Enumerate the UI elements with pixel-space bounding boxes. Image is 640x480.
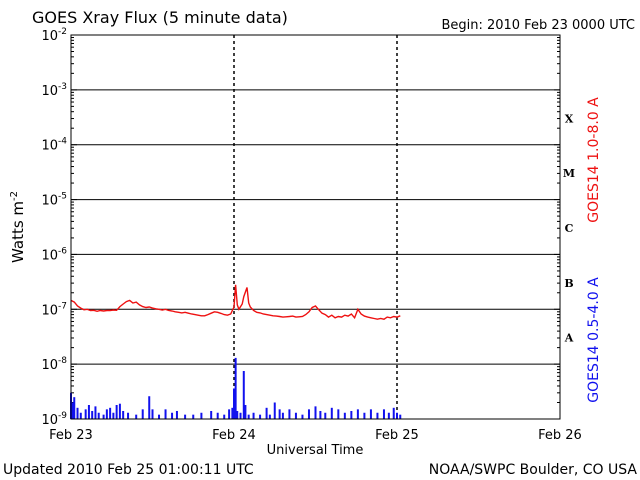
flare-class-label: B — [564, 277, 573, 290]
x-axis-ticks: Feb 23 Feb 24 Feb 25 Feb 26 — [49, 428, 582, 443]
flare-class-label: M — [563, 167, 575, 180]
y-tick-label: 10-5 — [41, 192, 67, 209]
flare-class-label: X — [565, 112, 574, 125]
plot-frame — [70, 34, 561, 420]
footer-updated: Updated 2010 Feb 25 01:00:11 UTC — [3, 462, 254, 478]
footer-credit: NOAA/SWPC Boulder, CO USA — [429, 462, 638, 478]
x-tick-label: Feb 25 — [375, 428, 419, 443]
x-tick-label: Feb 23 — [49, 428, 93, 443]
y-tick-label: 10-9 — [41, 411, 67, 428]
y-axis-label-exp: -2 — [9, 191, 20, 201]
legend-series-1: GOES14 1.0-8.0 A — [586, 97, 602, 223]
y-tick-label: 10-2 — [41, 27, 67, 44]
x-tick-label: Feb 26 — [538, 428, 582, 443]
begin-label: Begin: 2010 Feb 23 0000 UTC — [441, 18, 635, 33]
flare-class-label: C — [565, 222, 574, 235]
legend-series-2: GOES14 0.5-4.0 A — [586, 277, 602, 403]
y-tick-label: 10-6 — [41, 246, 67, 263]
y-axis-label: Watts m-2 — [9, 191, 27, 263]
y-tick-label: 10-3 — [41, 82, 67, 99]
flare-class-label: A — [564, 332, 574, 345]
series-line-1 — [70, 284, 401, 320]
grid-lines — [71, 35, 560, 419]
y-tick-label: 10-4 — [41, 137, 67, 154]
chart-title: GOES Xray Flux (5 minute data) — [32, 8, 288, 27]
y-axis-ticks: 10-2 10-3 10-4 10-5 10-6 10-7 10-8 10-9 — [41, 27, 560, 428]
y-tick-label: 10-7 — [41, 301, 67, 318]
y-axis-label-base: Watts m — [9, 201, 27, 263]
flare-class-labels: X M C B A — [563, 112, 575, 344]
x-axis-label: Universal Time — [267, 443, 364, 458]
x-tick-label: Feb 24 — [212, 428, 256, 443]
y-tick-label: 10-8 — [41, 356, 67, 373]
series-group — [70, 284, 402, 419]
